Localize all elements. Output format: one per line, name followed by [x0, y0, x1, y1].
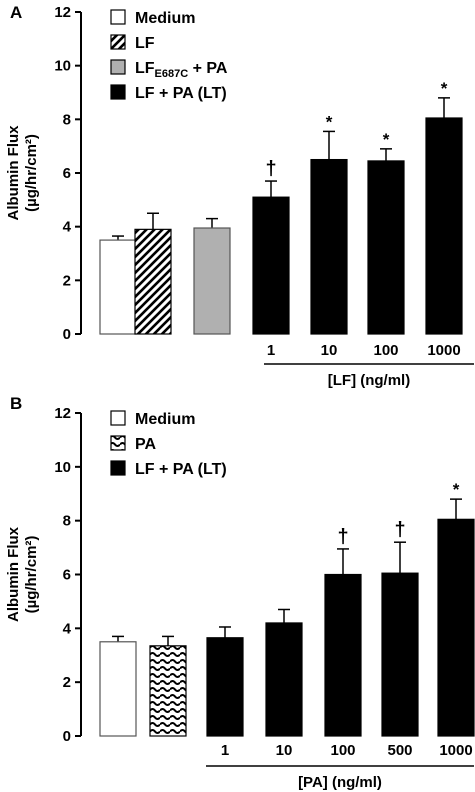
x-axis-group-label: [PA] (ng/ml): [298, 774, 382, 791]
panel-b-group: B 0 2 4 6 8 10 12 Albumin Flux (µg/hr/cm²) Medium P…: [5, 394, 475, 791]
x-tick-label: 1000: [427, 342, 460, 359]
panel-letter: B: [10, 394, 22, 413]
significance-marker: *: [326, 112, 333, 131]
x-axis-group-label: [LF] (ng/ml): [328, 372, 410, 389]
legend-label: LF + PA (LT): [135, 85, 227, 102]
legend-swatch: [110, 460, 126, 476]
panel-a-group: A 0 2 4 6 8 10 12 Albumin Flux (µg/hr/cm²) Medium L…: [5, 3, 474, 389]
y-tick-label: 2: [63, 674, 71, 691]
y-tick-label: 8: [63, 513, 71, 530]
bar: [324, 573, 362, 737]
significance-marker: †: [265, 158, 276, 180]
x-tick-label: 1: [221, 742, 229, 759]
y-tick-label: 2: [63, 272, 71, 289]
x-tick-label: 1: [267, 342, 275, 359]
bar: [437, 518, 475, 737]
legend-swatch: [110, 84, 126, 100]
y-tick-label: 6: [63, 165, 71, 182]
significance-marker: *: [453, 480, 460, 499]
bar: [381, 572, 419, 737]
y-axis-label: Albumin Flux: [5, 526, 22, 622]
significance-marker: †: [394, 519, 405, 541]
y-tick-label: 0: [63, 326, 71, 343]
y-axis-label: Albumin Flux: [5, 125, 22, 221]
bar: [265, 622, 303, 737]
legend-swatch: [110, 34, 126, 50]
legend-swatch: [110, 410, 126, 426]
legend-swatch: [110, 9, 126, 25]
bar: [310, 158, 348, 335]
significance-marker: *: [441, 79, 448, 98]
bar: [193, 227, 231, 335]
legend-label: Medium: [135, 411, 195, 428]
y-tick-label: 10: [54, 58, 71, 75]
x-tick-label: 10: [321, 342, 338, 359]
significance-marker: †: [337, 526, 348, 548]
legend-label: LFE687C + PA: [135, 60, 228, 80]
significance-marker: *: [383, 130, 390, 149]
bar: [99, 641, 137, 737]
legend-label: Medium: [135, 10, 195, 27]
y-tick-label: 12: [54, 405, 71, 422]
y-tick-label: 4: [63, 620, 72, 637]
y-tick-label: 10: [54, 459, 71, 476]
legend-swatch: [110, 435, 126, 451]
x-tick-label: 100: [330, 742, 355, 759]
bar: [149, 645, 187, 737]
bar: [134, 228, 172, 335]
bar: [252, 196, 290, 335]
x-tick-label: 10: [276, 742, 293, 759]
y-tick-label: 6: [63, 567, 71, 584]
bar: [367, 160, 405, 335]
legend-label: LF: [135, 35, 155, 52]
bar: [206, 637, 244, 737]
y-tick-label: 4: [63, 219, 72, 236]
y-axis-unit-label: (µg/hr/cm²): [23, 536, 40, 614]
legend-label: LF + PA (LT): [135, 461, 227, 478]
y-axis-unit-label: (µg/hr/cm²): [23, 134, 40, 212]
x-tick-label: 500: [387, 742, 412, 759]
y-tick-label: 8: [63, 111, 71, 128]
bar: [425, 117, 463, 335]
panel-letter: A: [10, 3, 22, 22]
bar: [99, 239, 137, 335]
legend-label: PA: [135, 436, 156, 453]
x-tick-label: 1000: [439, 742, 472, 759]
y-tick-label: 12: [54, 4, 71, 21]
x-tick-label: 100: [373, 342, 398, 359]
y-tick-label: 0: [63, 728, 71, 745]
legend-swatch: [110, 59, 126, 75]
